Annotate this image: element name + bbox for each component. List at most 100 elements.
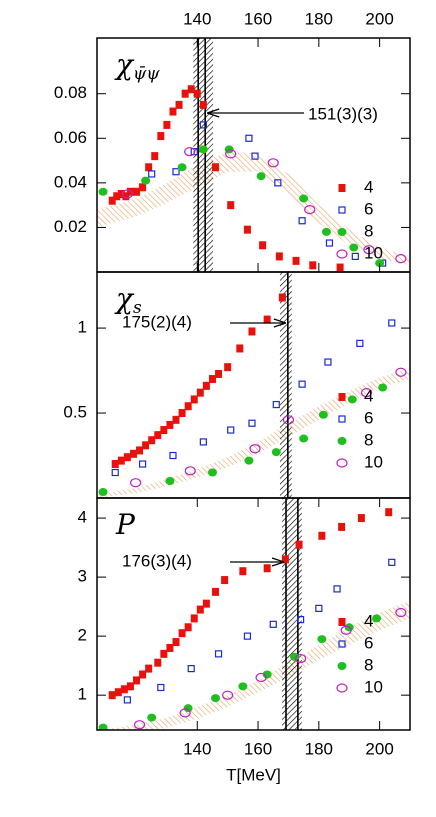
- legend-label: 6: [364, 633, 373, 652]
- y-tick-label: 0.06: [54, 128, 87, 147]
- point: [190, 395, 198, 404]
- point: [165, 477, 175, 486]
- point: [178, 629, 186, 638]
- point: [160, 426, 168, 435]
- panel-label-symbol: P: [115, 508, 136, 541]
- point: [263, 315, 271, 324]
- point: [199, 121, 207, 129]
- point: [395, 367, 407, 377]
- point: [221, 576, 229, 585]
- point: [357, 514, 365, 523]
- panel-label: P: [115, 508, 136, 541]
- point: [356, 339, 364, 347]
- point: [297, 616, 305, 624]
- point: [120, 685, 128, 694]
- x-tick-label: 200: [365, 739, 393, 758]
- point: [212, 587, 220, 596]
- point: [187, 665, 195, 673]
- y-tick-label: 0.04: [54, 172, 87, 191]
- point: [117, 190, 125, 198]
- point: [245, 134, 253, 142]
- plot-area: [98, 498, 410, 730]
- point: [190, 614, 198, 623]
- point: [315, 604, 323, 612]
- legend-marker: [336, 249, 348, 259]
- y-tick-label: 2: [78, 626, 87, 645]
- point: [139, 670, 147, 679]
- point: [136, 446, 144, 455]
- y-tick-label: 0.08: [54, 83, 87, 102]
- point: [129, 478, 142, 488]
- point: [207, 468, 217, 477]
- error-band: [97, 151, 410, 266]
- point: [193, 89, 201, 98]
- point: [385, 508, 393, 517]
- transition-band: [279, 272, 292, 498]
- point: [248, 419, 256, 427]
- point: [269, 620, 277, 628]
- point: [256, 172, 266, 181]
- point: [215, 369, 223, 378]
- legend-marker: [338, 640, 346, 648]
- point: [166, 420, 174, 429]
- panel-label-symbol: χ: [114, 48, 135, 81]
- point: [214, 650, 223, 658]
- point: [178, 409, 186, 418]
- point: [169, 107, 177, 116]
- point: [166, 643, 174, 652]
- point: [309, 261, 317, 270]
- point: [304, 205, 316, 215]
- point: [147, 713, 157, 722]
- point: [183, 704, 193, 713]
- point: [255, 672, 267, 683]
- plot-area: [97, 272, 410, 498]
- point: [281, 555, 289, 564]
- point: [123, 453, 131, 462]
- point: [225, 149, 237, 159]
- panel-frame: [96, 497, 411, 731]
- point: [299, 194, 309, 203]
- annotation-arrowhead: [273, 318, 287, 328]
- point: [113, 192, 121, 201]
- point: [184, 466, 196, 476]
- point: [169, 451, 177, 460]
- point: [199, 100, 207, 109]
- point: [184, 402, 192, 411]
- point: [243, 225, 251, 234]
- point: [108, 691, 116, 700]
- point: [139, 183, 147, 192]
- panel-label: χψ̄ψ: [114, 48, 160, 84]
- point: [163, 120, 171, 129]
- point: [179, 708, 191, 718]
- legend-label: 8: [364, 221, 373, 240]
- point: [184, 147, 196, 157]
- point: [262, 670, 272, 679]
- legend-label: 8: [364, 655, 373, 674]
- legend-label: 6: [364, 199, 373, 218]
- legend-marker: [338, 184, 346, 192]
- point: [271, 448, 281, 457]
- x-tick-label: 160: [244, 739, 272, 758]
- point: [292, 256, 300, 265]
- point: [259, 241, 267, 250]
- point: [212, 163, 220, 172]
- point: [117, 456, 125, 465]
- point: [122, 192, 130, 201]
- point: [227, 201, 235, 210]
- point: [239, 567, 247, 576]
- x-tick-label: 200: [365, 9, 393, 28]
- point: [172, 415, 180, 424]
- point: [175, 100, 183, 109]
- error-band: [100, 600, 410, 730]
- point: [187, 85, 195, 94]
- point: [299, 434, 309, 443]
- point: [157, 683, 165, 692]
- x-tick-label: 160: [244, 9, 272, 28]
- legend-label: 4: [364, 386, 373, 405]
- point: [160, 649, 168, 658]
- transition-band: [282, 498, 302, 730]
- point: [181, 89, 189, 98]
- point: [378, 383, 388, 392]
- point: [318, 531, 326, 540]
- point: [340, 625, 352, 635]
